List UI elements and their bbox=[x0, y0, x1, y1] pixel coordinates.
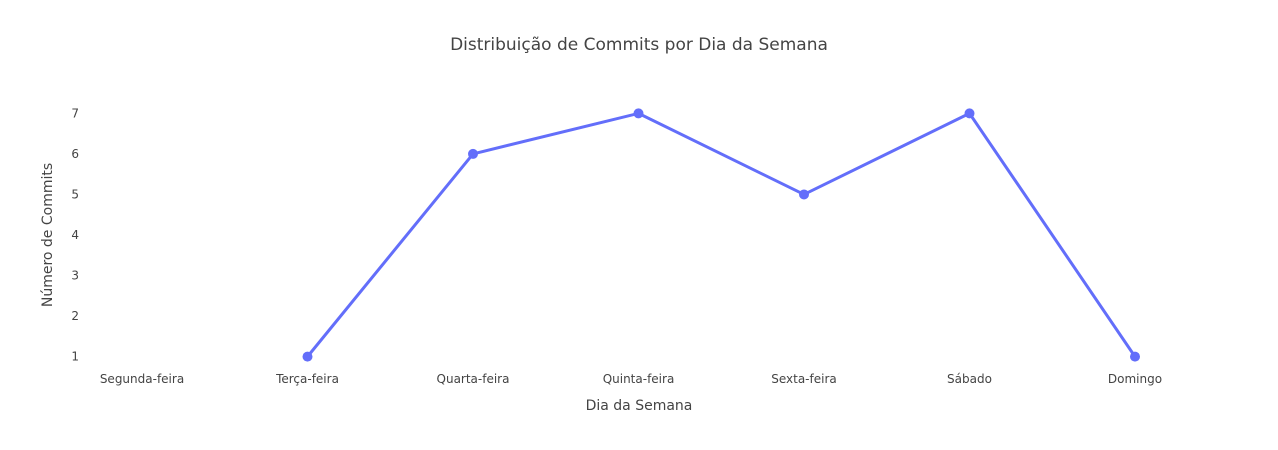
y-tick-label: 1 bbox=[71, 350, 79, 364]
series-layer bbox=[302, 108, 1140, 362]
x-tick-label: Sábado bbox=[947, 372, 992, 386]
y-tick-label: 5 bbox=[71, 187, 79, 201]
x-tick-label: Quinta-feira bbox=[603, 372, 675, 386]
x-tick-label: Quarta-feira bbox=[437, 372, 510, 386]
y-tick-label: 4 bbox=[71, 228, 79, 242]
y-tick-label: 7 bbox=[71, 106, 79, 120]
y-tick-label: 3 bbox=[71, 269, 79, 283]
x-tick-label: Domingo bbox=[1108, 372, 1162, 386]
x-tick-label: Terça-feira bbox=[275, 372, 339, 386]
y-axis-ticks: 1 2 3 4 5 6 7 bbox=[71, 106, 79, 363]
chart-title: Distribuição de Commits por Dia da Seman… bbox=[450, 35, 828, 55]
x-axis-ticks: Segunda-feira Terça-feira Quarta-feira Quin… bbox=[100, 372, 1162, 386]
data-point[interactable] bbox=[964, 108, 975, 119]
data-point[interactable] bbox=[1130, 351, 1140, 362]
data-point[interactable] bbox=[799, 189, 809, 200]
y-tick-label: 6 bbox=[71, 147, 79, 161]
y-tick-label: 2 bbox=[71, 309, 79, 323]
x-tick-label: Segunda-feira bbox=[100, 372, 184, 386]
series-line bbox=[306, 111, 1137, 358]
data-point[interactable] bbox=[633, 108, 644, 119]
data-point[interactable] bbox=[468, 148, 478, 159]
data-point[interactable] bbox=[302, 351, 313, 362]
y-axis-title: Número de Commits bbox=[40, 163, 56, 307]
x-tick-label: Sexta-feira bbox=[771, 372, 837, 386]
x-axis-title: Dia da Semana bbox=[586, 398, 693, 414]
